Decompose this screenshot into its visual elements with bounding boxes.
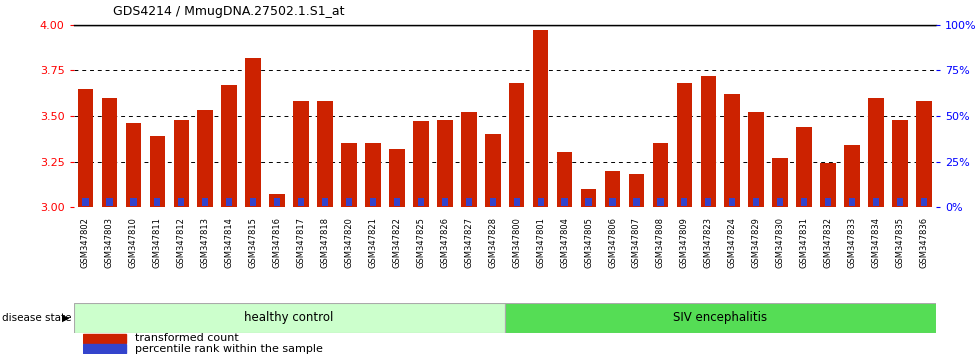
Bar bbox=[753, 198, 760, 206]
Bar bbox=[245, 58, 261, 207]
Bar bbox=[485, 134, 501, 207]
Bar bbox=[82, 198, 88, 206]
Bar bbox=[178, 198, 184, 206]
Text: ▶: ▶ bbox=[62, 313, 70, 323]
Bar bbox=[610, 198, 615, 206]
Bar bbox=[341, 143, 357, 207]
Bar bbox=[102, 98, 118, 207]
Bar bbox=[921, 198, 927, 206]
Bar bbox=[369, 198, 376, 206]
Bar bbox=[676, 83, 692, 207]
Bar bbox=[916, 101, 932, 207]
Text: transformed count: transformed count bbox=[134, 333, 238, 343]
Bar bbox=[125, 123, 141, 207]
Bar bbox=[298, 198, 304, 206]
Bar bbox=[173, 120, 189, 207]
Bar bbox=[318, 101, 333, 207]
Bar bbox=[820, 163, 836, 207]
Bar bbox=[658, 198, 663, 206]
Bar bbox=[221, 85, 237, 207]
Bar bbox=[868, 98, 884, 207]
Bar bbox=[490, 198, 496, 206]
Bar bbox=[83, 344, 126, 353]
Bar bbox=[772, 158, 788, 207]
Text: GDS4214 / MmugDNA.27502.1.S1_at: GDS4214 / MmugDNA.27502.1.S1_at bbox=[113, 5, 344, 18]
Bar bbox=[83, 334, 126, 343]
Bar bbox=[844, 145, 859, 207]
Bar bbox=[270, 194, 285, 207]
Bar bbox=[537, 198, 544, 206]
Bar bbox=[729, 198, 735, 206]
Bar bbox=[777, 198, 783, 206]
Bar bbox=[749, 112, 764, 207]
Bar bbox=[74, 303, 505, 333]
Bar bbox=[417, 198, 424, 206]
Bar bbox=[442, 198, 448, 206]
Bar bbox=[150, 136, 165, 207]
Bar bbox=[557, 153, 572, 207]
Bar bbox=[293, 101, 309, 207]
Bar bbox=[533, 30, 549, 207]
Bar bbox=[701, 76, 716, 207]
Text: healthy control: healthy control bbox=[244, 311, 334, 324]
Bar bbox=[797, 127, 811, 207]
Bar bbox=[801, 198, 808, 206]
Bar bbox=[106, 198, 113, 206]
Bar bbox=[77, 88, 93, 207]
Bar bbox=[437, 120, 453, 207]
Bar bbox=[461, 112, 476, 207]
Bar bbox=[633, 198, 640, 206]
Bar bbox=[724, 94, 740, 207]
Bar bbox=[562, 198, 567, 206]
Bar bbox=[706, 198, 711, 206]
Bar bbox=[321, 198, 328, 206]
Bar bbox=[585, 198, 592, 206]
Bar bbox=[389, 149, 405, 207]
Bar bbox=[202, 198, 209, 206]
Bar bbox=[130, 198, 136, 206]
Bar bbox=[892, 120, 907, 207]
Bar bbox=[346, 198, 352, 206]
Bar bbox=[226, 198, 232, 206]
Bar bbox=[849, 198, 856, 206]
Bar bbox=[394, 198, 400, 206]
Bar bbox=[366, 143, 380, 207]
Bar bbox=[825, 198, 831, 206]
Bar bbox=[605, 171, 620, 207]
Bar bbox=[628, 174, 644, 207]
Bar bbox=[197, 110, 213, 207]
Bar bbox=[873, 198, 879, 206]
Bar bbox=[154, 198, 161, 206]
Bar bbox=[897, 198, 904, 206]
Bar bbox=[581, 189, 596, 207]
Text: percentile rank within the sample: percentile rank within the sample bbox=[134, 344, 322, 354]
Bar bbox=[274, 198, 280, 206]
Bar bbox=[653, 143, 668, 207]
Bar bbox=[250, 198, 257, 206]
Bar bbox=[505, 303, 936, 333]
Bar bbox=[509, 83, 524, 207]
Bar bbox=[681, 198, 688, 206]
Bar bbox=[413, 121, 428, 207]
Text: SIV encephalitis: SIV encephalitis bbox=[673, 311, 767, 324]
Text: disease state: disease state bbox=[2, 313, 72, 323]
Bar bbox=[466, 198, 472, 206]
Bar bbox=[514, 198, 519, 206]
